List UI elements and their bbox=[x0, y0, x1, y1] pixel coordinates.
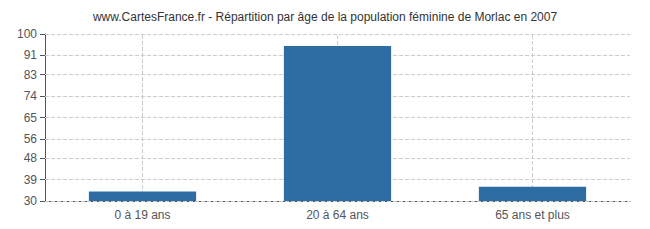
svg-text:www.CartesFrance.fr - Répartit: www.CartesFrance.fr - Répartition par âg… bbox=[92, 10, 558, 24]
svg-text:83: 83 bbox=[24, 68, 38, 82]
svg-text:48: 48 bbox=[24, 151, 38, 165]
svg-text:65: 65 bbox=[24, 111, 38, 125]
svg-text:30: 30 bbox=[24, 194, 38, 208]
svg-text:91: 91 bbox=[24, 48, 38, 62]
svg-text:74: 74 bbox=[24, 89, 38, 103]
svg-text:56: 56 bbox=[24, 132, 38, 146]
svg-text:39: 39 bbox=[24, 173, 38, 187]
svg-text:20 à 64 ans: 20 à 64 ans bbox=[306, 208, 369, 222]
svg-text:65 ans et plus: 65 ans et plus bbox=[495, 208, 570, 222]
svg-text:100: 100 bbox=[17, 27, 37, 41]
svg-text:0 à 19 ans: 0 à 19 ans bbox=[114, 208, 170, 222]
